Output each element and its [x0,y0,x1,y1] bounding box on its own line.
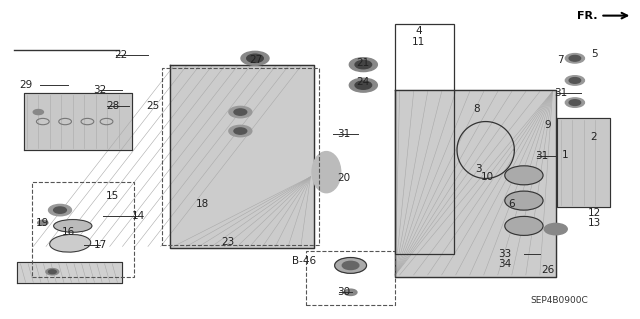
Polygon shape [395,90,556,277]
Text: 18: 18 [195,199,209,209]
Circle shape [569,78,580,83]
Circle shape [565,54,584,63]
Circle shape [505,166,543,185]
Polygon shape [24,93,132,150]
Polygon shape [170,65,314,248]
Circle shape [335,257,367,273]
Text: 12: 12 [588,208,600,218]
Circle shape [544,223,567,235]
Circle shape [49,204,72,216]
Circle shape [54,207,67,213]
Text: 26: 26 [541,265,555,275]
Text: 27: 27 [250,55,263,65]
Text: 28: 28 [106,101,120,111]
Text: 4: 4 [415,26,422,36]
Text: 15: 15 [106,191,120,201]
Text: 25: 25 [147,101,159,111]
Circle shape [241,51,269,65]
Circle shape [246,54,263,63]
Text: 17: 17 [93,240,107,250]
Text: 29: 29 [19,80,32,90]
Circle shape [569,56,580,61]
Circle shape [234,109,246,115]
Text: 8: 8 [473,104,479,114]
Text: SEP4B0900C: SEP4B0900C [530,296,588,305]
Text: 22: 22 [115,50,128,60]
Text: 10: 10 [481,172,493,182]
Circle shape [569,100,580,105]
Text: 1: 1 [562,150,569,160]
Circle shape [342,261,359,270]
Circle shape [234,128,246,134]
Text: 21: 21 [356,58,370,68]
Circle shape [33,109,44,115]
Circle shape [49,270,56,274]
Polygon shape [17,262,122,283]
Text: 34: 34 [498,259,511,269]
Text: 9: 9 [545,120,552,130]
Polygon shape [557,118,610,207]
Bar [162,68,319,245]
Text: 7: 7 [557,55,564,65]
Text: 20: 20 [338,174,351,183]
Circle shape [46,269,59,275]
Text: 24: 24 [356,77,370,87]
Circle shape [38,220,48,225]
Text: FR.: FR. [577,11,597,21]
Ellipse shape [54,219,92,232]
Text: 13: 13 [588,218,600,228]
Text: 31: 31 [337,129,351,139]
Circle shape [349,58,378,71]
Circle shape [355,61,372,69]
Text: 3: 3 [475,164,481,174]
Circle shape [229,106,252,118]
Ellipse shape [50,234,91,252]
Circle shape [344,289,357,295]
Text: 14: 14 [132,211,145,221]
Bar [306,251,395,305]
Text: 30: 30 [338,287,351,297]
Bar [32,182,134,277]
Text: 31: 31 [554,88,568,98]
Text: 33: 33 [498,249,511,259]
Circle shape [229,125,252,137]
Text: 5: 5 [591,48,597,59]
Circle shape [505,216,543,235]
Text: 11: 11 [412,38,426,48]
Text: 16: 16 [61,227,75,237]
Circle shape [565,98,584,107]
Circle shape [349,78,378,92]
Text: 31: 31 [535,151,548,161]
Ellipse shape [312,152,340,193]
Text: 2: 2 [591,132,597,142]
Bar [395,24,454,254]
Text: 6: 6 [508,199,515,209]
Circle shape [505,191,543,210]
Text: 19: 19 [36,218,49,228]
Circle shape [565,76,584,85]
Text: 32: 32 [93,85,107,95]
Circle shape [355,81,372,89]
Text: B-46: B-46 [292,256,316,266]
Text: 23: 23 [221,237,234,247]
